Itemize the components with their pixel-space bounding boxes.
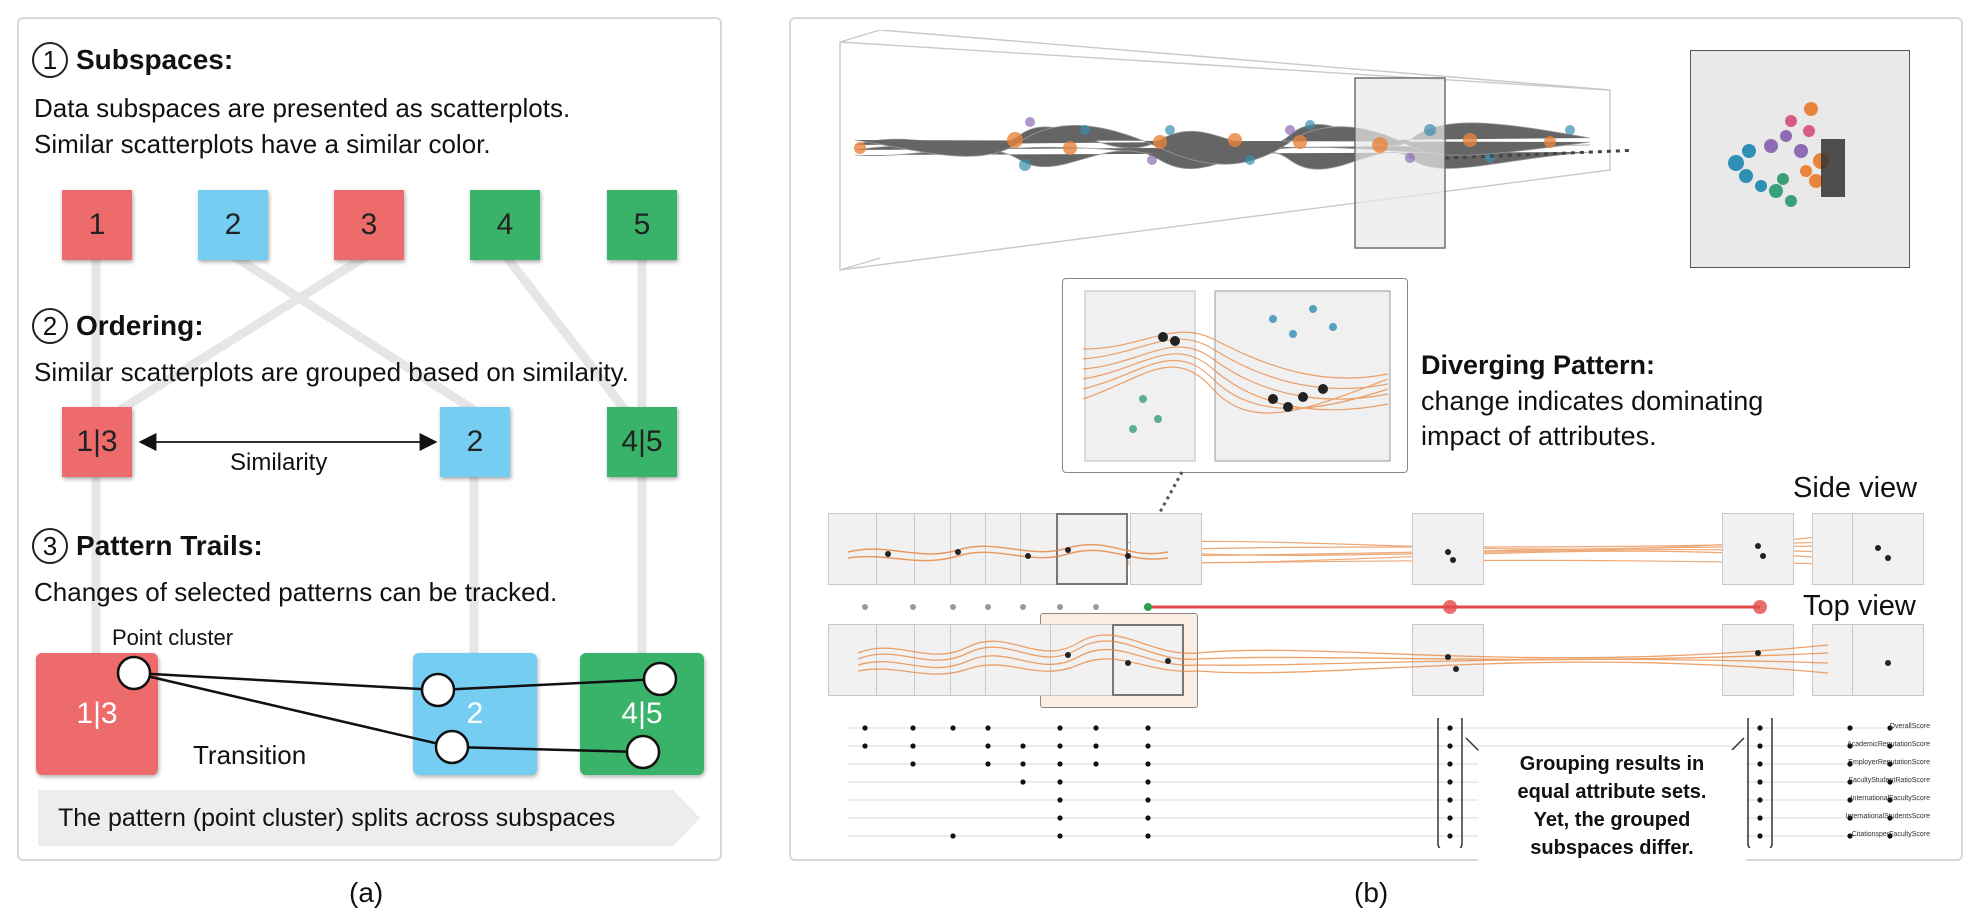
attribute-name: FacultyStudentRatioScore (1848, 777, 1930, 784)
cluster-node-2b (434, 729, 470, 765)
selection-track (862, 600, 1767, 614)
grouping-line-2: equal attribute sets. (1517, 781, 1707, 803)
section-number: 2 (32, 308, 68, 344)
subspaces-line-2: Similar scatterplots have a similar colo… (34, 129, 491, 159)
section-title: Pattern Trails: (76, 530, 263, 561)
top-view-scatter (1050, 624, 1122, 696)
grouping-note: Grouping results in equal attribute sets… (1478, 750, 1746, 862)
section-title: Subspaces: (76, 44, 234, 75)
similarity-label: Similarity (230, 449, 328, 476)
3d-selected-slice (1354, 77, 1446, 249)
panel-a-connectors (91, 251, 647, 655)
point-cluster-label: Point cluster (112, 625, 234, 650)
ordered-box-2: 2 (440, 407, 510, 477)
top-view-scatter-selected (1112, 624, 1184, 696)
ordered-box-4-5: 4|5 (607, 407, 677, 477)
trail-box-4-5: 4|5 (580, 653, 704, 775)
ordered-box-1-3: 1|3 (62, 407, 132, 477)
section-subspaces-heading: 1 Subspaces: (32, 42, 233, 78)
attribute-name: AcademicReputationScore (1847, 741, 1930, 748)
transition-label: Transition (193, 740, 307, 770)
caption-a: (a) (349, 877, 384, 908)
cluster-node-2a (420, 672, 456, 708)
pattern-transition-lines (116, 655, 678, 770)
subspace-box-4: 4 (470, 190, 540, 260)
side-view-overlay (847, 543, 1891, 563)
section-number: 1 (32, 42, 68, 78)
diverging-pattern-graphic (1082, 290, 1391, 462)
grouping-line-3: Yet, the grouped (1533, 809, 1691, 831)
subspace-box-5: 5 (607, 190, 677, 260)
ordering-description: Similar scatterplots are grouped based o… (34, 357, 629, 387)
diverging-pattern-inset (1062, 278, 1408, 473)
top-view-label: Top view (1803, 590, 1916, 622)
attribute-matrix (848, 718, 1923, 848)
section-title: Ordering: (76, 310, 204, 341)
trails-description: Changes of selected patterns can be trac… (34, 577, 558, 607)
attribute-name: EmployerReputationScore (1848, 759, 1930, 766)
diverging-pattern-description: change indicates dominating impact of at… (1421, 384, 1763, 454)
3d-stack-view (839, 30, 1630, 271)
diverging-line-2: impact of attributes. (1421, 421, 1657, 451)
cluster-node-45b (625, 734, 661, 770)
subspace-box-1: 1 (62, 190, 132, 260)
subspace-box-3: 3 (334, 190, 404, 260)
attribute-name: InternationalStudentsScore (1845, 813, 1930, 820)
cluster-node-source (116, 655, 152, 691)
diverging-pattern-title: Diverging Pattern: (1421, 350, 1656, 380)
attribute-name: OverallScore (1889, 723, 1930, 730)
side-view-scatter (1130, 513, 1202, 585)
splits-arrow-band (38, 790, 700, 846)
subspaces-line-1: Data subspaces are presented as scatterp… (34, 93, 571, 123)
splits-arrow-text: The pattern (point cluster) splits acros… (58, 804, 616, 832)
subspace-box-2: 2 (198, 190, 268, 260)
subspaces-description: Data subspaces are presented as scatterp… (34, 90, 570, 162)
attribute-name: CitationsperFacultyScore (1851, 831, 1930, 838)
diverging-line-1: change indicates dominating (1421, 386, 1764, 416)
grouping-line-4: subspaces differ. (1530, 837, 1694, 859)
side-view-label: Side view (1793, 472, 1918, 504)
attribute-name-list: OverallScore AcademicReputationScore Emp… (1840, 718, 1930, 844)
zoomed-scatterplot (1690, 50, 1910, 268)
grouping-line-1: Grouping results in (1519, 753, 1705, 775)
cluster-node-45a (642, 661, 678, 697)
zoomed-scatter-points (1728, 102, 1845, 207)
section-ordering-heading: 2 Ordering: (32, 308, 204, 344)
similarity-arrow (138, 433, 438, 451)
attribute-name: InternationalFacultyScore (1850, 795, 1930, 802)
section-number: 3 (32, 528, 68, 564)
top-view-trail (857, 634, 1891, 675)
section-trails-heading: 3 Pattern Trails: (32, 528, 263, 564)
side-view-scatter (1852, 513, 1924, 585)
caption-b: (b) (1354, 877, 1389, 908)
